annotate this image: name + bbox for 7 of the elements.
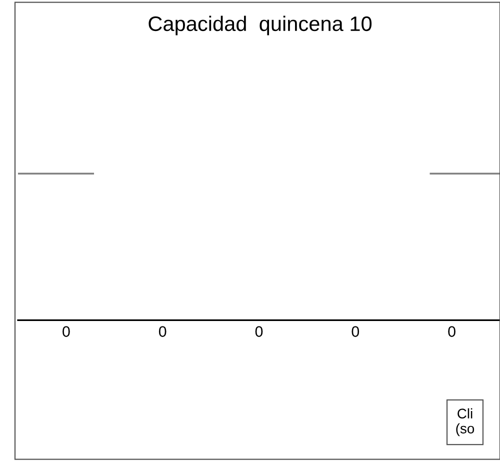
data-label: 0 — [158, 326, 166, 337]
data-label: 0 — [352, 326, 360, 337]
data-label: 0 — [62, 326, 70, 337]
data-label: 0 — [255, 326, 263, 337]
text: Capacidad quincena 10 — [148, 16, 372, 36]
text: Cli (so — [456, 408, 474, 436]
data-label: 0 — [448, 326, 456, 337]
